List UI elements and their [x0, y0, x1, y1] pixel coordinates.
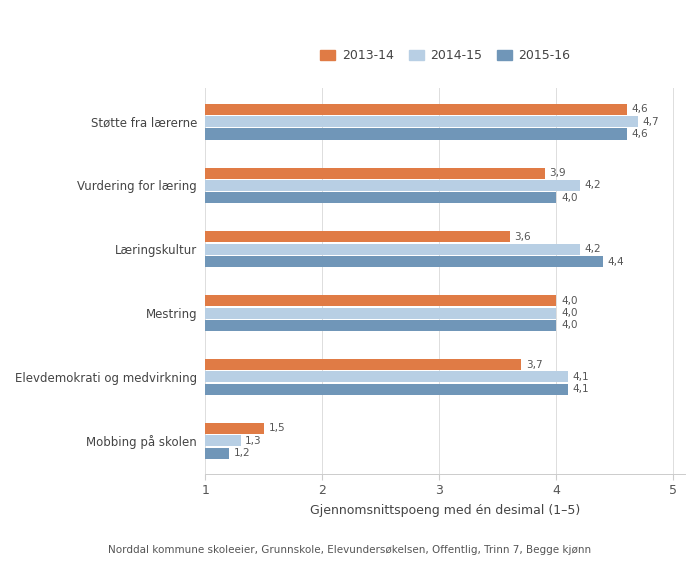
Text: 4,2: 4,2 [584, 245, 601, 254]
Bar [206, 256, 603, 267]
Text: 4,4: 4,4 [608, 256, 624, 267]
Text: 4,6: 4,6 [631, 129, 648, 139]
Text: 3,6: 3,6 [514, 232, 531, 242]
Text: 4,0: 4,0 [561, 296, 578, 306]
Bar [206, 359, 522, 370]
Bar [206, 295, 557, 306]
Text: 1,5: 1,5 [269, 423, 285, 434]
Bar [206, 116, 638, 127]
Bar [206, 104, 626, 115]
Bar [206, 371, 568, 383]
Bar [206, 192, 557, 203]
Text: 3,9: 3,9 [550, 168, 566, 178]
Bar [206, 180, 580, 191]
Text: 3,7: 3,7 [526, 359, 543, 370]
Bar [206, 231, 510, 242]
Text: 4,6: 4,6 [631, 104, 648, 114]
Text: 4,1: 4,1 [573, 384, 589, 395]
Legend: 2013-14, 2014-15, 2015-16: 2013-14, 2014-15, 2015-16 [316, 44, 575, 67]
Text: 1,2: 1,2 [234, 448, 250, 458]
Bar [206, 128, 626, 140]
X-axis label: Gjennomsnittspoeng med én desimal (1–5): Gjennomsnittspoeng med én desimal (1–5) [310, 504, 580, 517]
Text: 4,0: 4,0 [561, 308, 578, 318]
Bar [206, 448, 229, 458]
Text: 4,7: 4,7 [643, 117, 659, 127]
Bar [206, 384, 568, 395]
Text: 1,3: 1,3 [245, 436, 262, 446]
Text: 4,1: 4,1 [573, 372, 589, 382]
Bar [206, 307, 557, 319]
Bar [206, 244, 580, 255]
Text: Norddal kommune skoleeier, Grunnskole, Elevundersøkelsen, Offentlig, Trinn 7, Be: Norddal kommune skoleeier, Grunnskole, E… [108, 544, 592, 555]
Text: 4,0: 4,0 [561, 193, 578, 203]
Text: 4,2: 4,2 [584, 181, 601, 191]
Bar [206, 435, 241, 447]
Bar [206, 320, 557, 331]
Bar [206, 423, 264, 434]
Text: 4,0: 4,0 [561, 320, 578, 331]
Bar [206, 168, 545, 179]
